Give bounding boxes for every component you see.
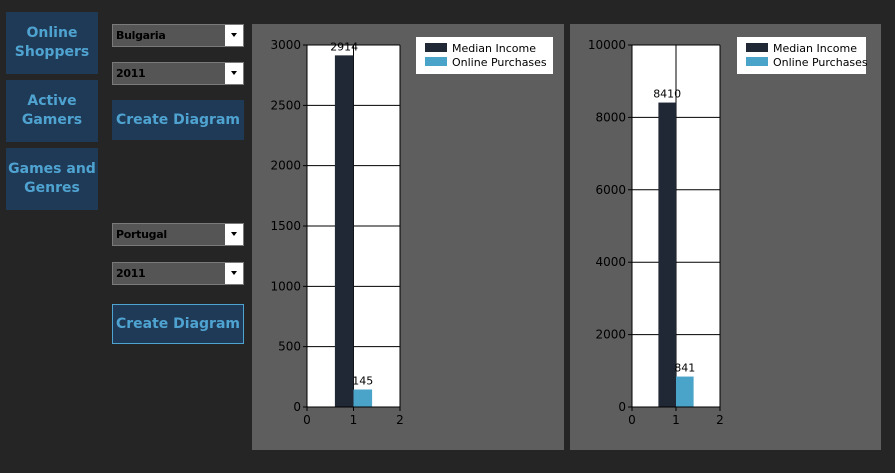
- country-select-1-value: Bulgaria: [116, 29, 166, 42]
- bar: [353, 389, 373, 407]
- x-tick-label: 2: [396, 413, 404, 427]
- dropdown-arrow-icon[interactable]: [225, 63, 243, 84]
- y-tick-label: 2000: [270, 159, 301, 173]
- x-tick-label: 0: [628, 413, 636, 427]
- legend-label: Online Purchases: [773, 56, 868, 69]
- y-tick-label: 4000: [595, 255, 626, 269]
- legend-swatch: [746, 43, 768, 52]
- chart-panel-2: 0 2000 4000 6000 8000 10000 0 1 2 8410 841 Median I…: [570, 24, 881, 450]
- dropdown-arrow-icon[interactable]: [225, 263, 243, 284]
- dropdown-arrow-icon[interactable]: [225, 224, 243, 245]
- country-select-1[interactable]: Bulgaria: [112, 24, 244, 47]
- y-tick-label: 2500: [270, 98, 301, 112]
- data-label: 8410: [653, 88, 681, 101]
- y-tick-label: 1500: [270, 219, 301, 233]
- data-label: 2914: [330, 40, 358, 53]
- x-tick-label: 0: [303, 413, 311, 427]
- year-select-1-value: 2011: [116, 67, 146, 80]
- legend-label: Median Income: [773, 42, 857, 55]
- y-tick-label: 8000: [595, 110, 626, 124]
- x-tick-label: 1: [672, 413, 680, 427]
- y-tick-label: 6000: [595, 183, 626, 197]
- nav-active-gamers[interactable]: Active Gamers: [6, 80, 98, 142]
- nav-games-and-genres[interactable]: Games and Genres: [6, 148, 98, 210]
- y-tick-label: 2000: [595, 328, 626, 342]
- country-select-2[interactable]: Portugal: [112, 223, 244, 246]
- chart-panel-1: 0 500 1000 1500 2000 2500 3000 0 1 2 2914 145 Median…: [252, 24, 564, 450]
- bar-chart-2: 0 2000 4000 6000 8000 10000 0 1 2 8410 841 Median I…: [588, 37, 868, 427]
- create-diagram-button-2[interactable]: Create Diagram: [112, 304, 244, 344]
- y-tick-label: 1000: [270, 279, 301, 293]
- nav-online-shoppers[interactable]: Online Shoppers: [6, 12, 98, 74]
- y-tick-label: 10000: [588, 38, 626, 52]
- legend-label: Online Purchases: [452, 56, 547, 69]
- bar: [676, 376, 694, 407]
- y-tick-label: 500: [278, 340, 301, 354]
- y-tick-label: 0: [293, 400, 301, 414]
- y-tick-label: 0: [618, 400, 626, 414]
- dropdown-arrow-icon[interactable]: [225, 25, 243, 46]
- legend-swatch: [425, 57, 447, 66]
- year-select-2-value: 2011: [116, 267, 146, 280]
- legend-swatch: [425, 43, 447, 52]
- x-tick-label: 1: [350, 413, 358, 427]
- y-tick-label: 3000: [270, 38, 301, 52]
- data-label: 145: [352, 375, 373, 388]
- data-label: 841: [674, 362, 695, 375]
- x-tick-label: 2: [716, 413, 724, 427]
- year-select-1[interactable]: 2011: [112, 62, 244, 85]
- bar: [334, 55, 354, 408]
- legend-label: Median Income: [452, 42, 536, 55]
- year-select-2[interactable]: 2011: [112, 262, 244, 285]
- bar: [658, 102, 676, 408]
- legend-swatch: [746, 57, 768, 66]
- country-select-2-value: Portugal: [116, 228, 167, 241]
- bar-chart-1: 0 500 1000 1500 2000 2500 3000 0 1 2 2914 145 Median…: [270, 37, 553, 427]
- create-diagram-button-1[interactable]: Create Diagram: [112, 100, 244, 140]
